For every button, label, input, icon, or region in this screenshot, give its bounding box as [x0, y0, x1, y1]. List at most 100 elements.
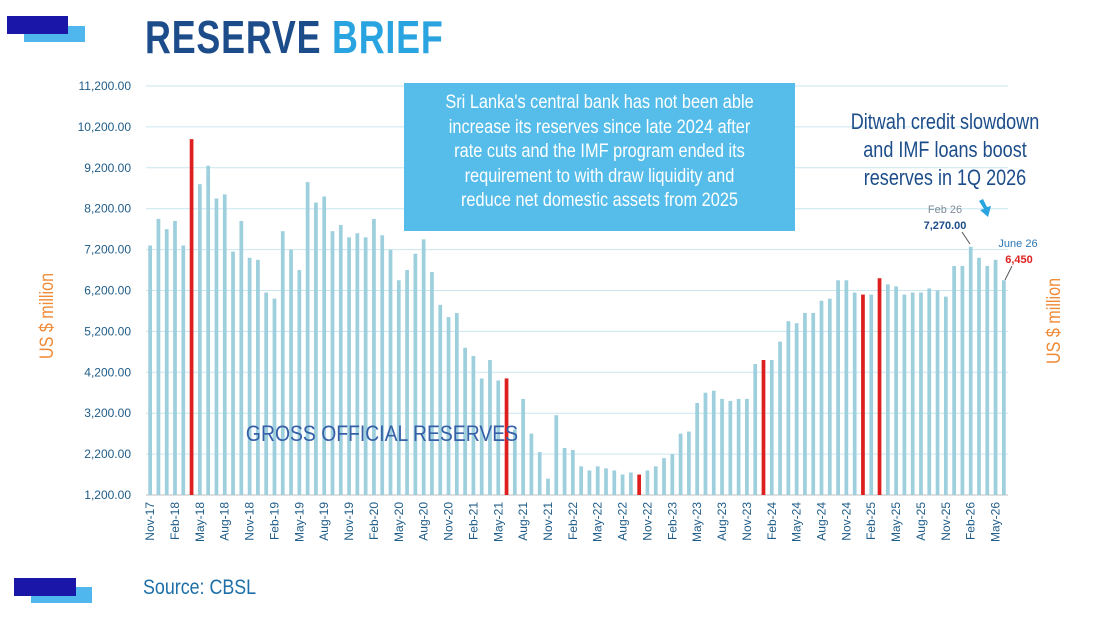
- y-tick-label: 9,200.00: [84, 161, 131, 175]
- bar: [852, 292, 857, 495]
- x-axis-ticks: Nov-17 Feb-18 May-18 Aug-18 Nov-18 Feb-19 May-…: [143, 502, 1002, 542]
- bar: [479, 378, 484, 495]
- bar: [322, 196, 327, 495]
- y-tick-label: 5,200.00: [84, 324, 131, 338]
- x-tick-label: Feb-18: [168, 502, 182, 540]
- bar: [496, 380, 501, 495]
- x-tick-label: Feb-25: [864, 502, 878, 540]
- x-tick-label: Nov-18: [243, 502, 257, 541]
- x-tick-label: Aug-24: [815, 502, 829, 541]
- bar: [471, 355, 476, 495]
- x-tick-label: Nov-19: [342, 502, 356, 541]
- bar: [454, 313, 459, 495]
- y-tick-label: 8,200.00: [84, 202, 131, 216]
- bar: [570, 450, 575, 495]
- bar: [678, 433, 683, 495]
- y-tick-label: 7,200.00: [84, 243, 131, 257]
- bar: [894, 286, 898, 495]
- x-tick-label: Nov-25: [939, 502, 953, 541]
- bar: [562, 447, 567, 495]
- x-tick-label: May-25: [889, 502, 903, 542]
- bar: [372, 218, 376, 496]
- bar: [272, 298, 277, 495]
- bar: [794, 323, 799, 495]
- bar: [1001, 280, 1006, 495]
- bar: [156, 218, 161, 496]
- corner-block-dark-top: [7, 16, 68, 34]
- bar: [463, 347, 467, 495]
- bar: [280, 231, 285, 495]
- bar-highlight: [877, 278, 882, 495]
- bar: [488, 360, 492, 495]
- bar: [181, 245, 186, 495]
- x-tick-label: Feb-21: [466, 502, 480, 540]
- bar: [769, 360, 774, 495]
- bar: [579, 466, 584, 495]
- x-tick-label: Feb-20: [367, 502, 381, 540]
- june26-label: June 26: [998, 238, 1037, 250]
- bar: [827, 298, 832, 495]
- bar: [819, 300, 824, 495]
- bar: [546, 478, 550, 495]
- x-tick-label: Aug-19: [317, 502, 331, 541]
- bar: [803, 313, 807, 495]
- bar: [935, 290, 940, 495]
- bar: [629, 472, 633, 495]
- bar: [247, 257, 252, 495]
- bar: [347, 237, 351, 495]
- bar-highlight: [189, 139, 194, 496]
- bar: [289, 249, 293, 495]
- y-tick-label: 1,200.00: [84, 488, 131, 502]
- bar: [529, 433, 534, 495]
- bar: [778, 341, 782, 496]
- bar: [943, 296, 948, 495]
- callout-box: Sri Lanka's central bank has not been ab…: [404, 83, 795, 231]
- bar: [438, 304, 443, 495]
- bar: [687, 431, 691, 495]
- x-tick-label: Feb-26: [964, 502, 978, 540]
- feb26-value: 7,270.00: [924, 220, 967, 232]
- page-title: RESERVE BRIEF: [145, 10, 444, 64]
- bar: [173, 220, 177, 495]
- bar: [927, 288, 932, 495]
- bar: [222, 194, 227, 495]
- x-tick-label: Nov-20: [442, 502, 456, 541]
- x-tick-label: Nov-17: [143, 502, 157, 541]
- bar-highlight: [761, 360, 766, 495]
- x-tick-label: Aug-18: [218, 502, 232, 541]
- x-tick-label: Aug-25: [914, 502, 928, 541]
- bar: [355, 233, 360, 496]
- x-tick-label: Aug-20: [417, 502, 431, 541]
- bar: [836, 280, 840, 495]
- y-axis-label-left: US $ million: [36, 273, 58, 359]
- feb26-leader-line: [961, 231, 971, 245]
- x-tick-label: Feb-22: [566, 502, 580, 540]
- bar: [521, 398, 525, 495]
- bar: [952, 265, 956, 495]
- bar: [612, 470, 617, 495]
- y-tick-label: 6,200.00: [84, 284, 131, 298]
- bar: [405, 270, 409, 495]
- bar: [587, 470, 592, 495]
- bar: [256, 259, 260, 495]
- series-label: GROSS OFFICIAL RESERVES: [246, 422, 518, 446]
- bar: [745, 398, 749, 495]
- x-tick-label: May-23: [690, 502, 704, 542]
- june26-value: 6,450: [1005, 254, 1033, 266]
- bar: [653, 466, 658, 495]
- y-axis-label-right: US $ million: [1043, 278, 1065, 364]
- x-tick-label: Aug-22: [616, 502, 630, 541]
- callout-text: Sri Lanka's central bank has not been ab…: [445, 92, 754, 211]
- bar: [869, 294, 874, 495]
- bar: [297, 270, 302, 495]
- bar: [206, 165, 211, 495]
- bar: [380, 235, 385, 495]
- bar: [993, 259, 998, 495]
- bar: [214, 198, 219, 496]
- x-tick-label: May-21: [491, 502, 505, 542]
- bar: [960, 265, 965, 495]
- bar: [844, 280, 849, 495]
- x-tick-label: May-19: [292, 502, 306, 542]
- bar: [885, 284, 890, 495]
